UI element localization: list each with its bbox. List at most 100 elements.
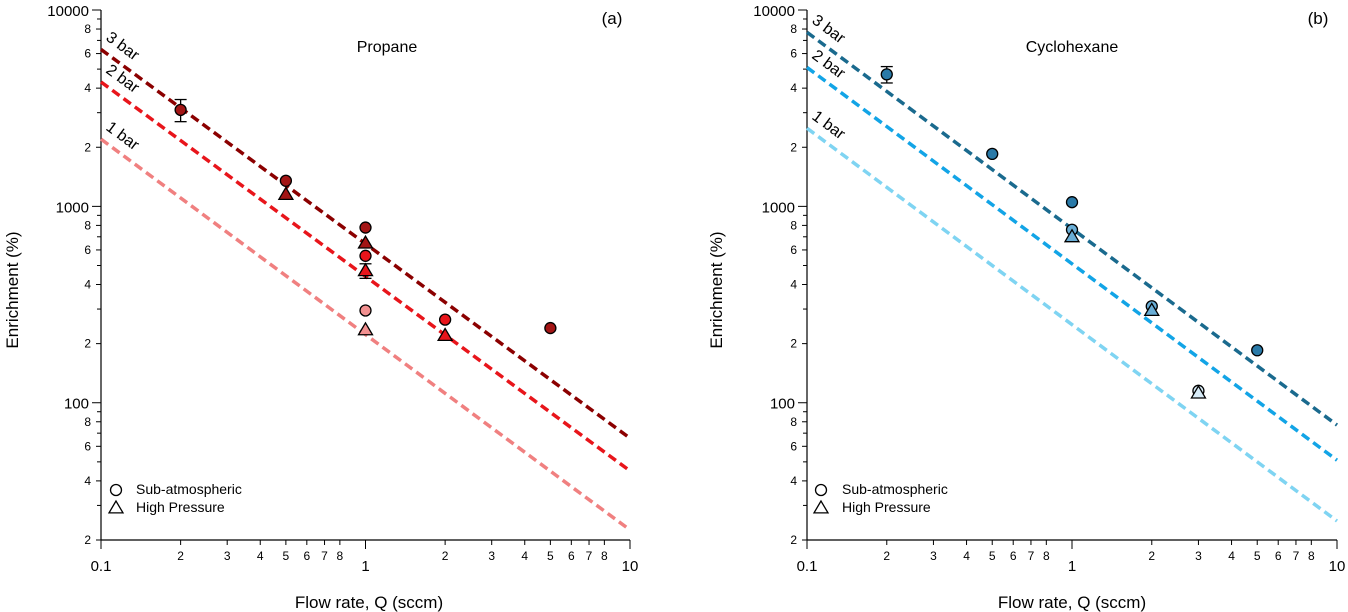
fit-line-label: 2 bar: [103, 62, 143, 98]
x-tick-label: 0.1: [797, 558, 818, 575]
y-minor-tick-label: 6: [790, 439, 797, 453]
y-minor-tick-label: 4: [84, 278, 91, 292]
x-minor-tick-label: 7: [1028, 549, 1035, 563]
data-point-triangle: [357, 321, 374, 336]
data-point-triangle: [1143, 302, 1160, 317]
y-minor-tick-label: 4: [790, 278, 797, 292]
y-minor-tick-label: 2: [84, 533, 91, 547]
x-minor-tick-label: 7: [586, 549, 593, 563]
y-minor-tick-label: 8: [790, 415, 797, 429]
x-minor-tick-label: 6: [568, 549, 575, 563]
plot-area: 0.1 1 102 3 4 5 6 7 8 2 3 4 5 6 7 810010001000024682468…: [753, 3, 1345, 575]
y-tick-label: 100: [64, 396, 89, 413]
x-minor-tick-label: 8: [1308, 549, 1315, 563]
x-minor-tick-label: 8: [1043, 549, 1050, 563]
x-minor-tick-label: 4: [963, 549, 970, 563]
data-point-circle: [1251, 344, 1264, 357]
x-minor-tick-label: 6: [1275, 549, 1282, 563]
x-minor-tick-label: 3: [224, 549, 231, 563]
data-point-circle: [359, 221, 372, 234]
y-minor-tick-label: 6: [84, 243, 91, 257]
y-minor-tick-label: 6: [790, 243, 797, 257]
x-minor-tick-label: 5: [547, 549, 554, 563]
y-minor-tick-label: 4: [84, 474, 91, 488]
data-point-triangle: [1190, 384, 1207, 399]
x-tick-label: 10: [622, 558, 639, 575]
y-minor-tick-label: 2: [790, 140, 797, 154]
x-minor-tick-label: 4: [257, 549, 264, 563]
y-minor-tick-label: 4: [790, 81, 797, 95]
x-minor-tick-label: 8: [601, 549, 608, 563]
data-point-triangle: [277, 186, 295, 201]
x-minor-tick-label: 3: [488, 549, 495, 563]
legend-label-high-pressure: High Pressure: [842, 499, 931, 515]
x-minor-tick-label: 3: [1195, 549, 1202, 563]
y-minor-tick-label: 6: [84, 47, 91, 61]
x-tick-label: 1: [361, 558, 369, 575]
panel-label: (b): [1308, 9, 1329, 28]
x-minor-tick-label: 7: [1293, 549, 1300, 563]
data-point-triangle: [357, 262, 374, 277]
x-axis-title: Flow rate, Q (sccm): [998, 593, 1146, 612]
x-minor-tick-label: 5: [1254, 549, 1261, 563]
legend-marker-circle: [109, 483, 123, 497]
x-minor-tick-label: 6: [303, 549, 310, 563]
y-minor-tick-label: 2: [84, 337, 91, 351]
x-minor-tick-label: 2: [1148, 549, 1155, 563]
fit-line-2-bar: [805, 66, 1339, 462]
fit-line-label: 2 bar: [809, 47, 849, 83]
chart-panel-propane: (a) Propane Flow rate, Q (sccm) Enrichme…: [3, 3, 638, 612]
x-minor-tick-label: 8: [337, 549, 344, 563]
x-tick-label: 10: [1329, 558, 1346, 575]
data-point-circle: [174, 103, 187, 117]
legend-marker-triangle: [812, 499, 830, 514]
data-point-triangle: [1063, 228, 1081, 243]
x-tick-label: 1: [1068, 558, 1076, 575]
y-tick-label: 1000: [762, 199, 795, 216]
y-minor-tick-label: 4: [84, 81, 91, 95]
x-minor-tick-label: 7: [321, 549, 328, 563]
legend-label-sub-atmospheric: Sub-atmospheric: [842, 481, 948, 497]
panel-label: (a): [602, 9, 623, 28]
x-minor-tick-label: 3: [930, 549, 937, 563]
legend-marker-triangle: [107, 499, 125, 514]
data-point-circle: [359, 304, 372, 317]
x-minor-tick-label: 2: [442, 549, 449, 563]
y-minor-tick-label: 4: [790, 474, 797, 488]
x-minor-tick-label: 4: [521, 549, 528, 563]
legend-label-sub-atmospheric: Sub-atmospheric: [136, 481, 242, 497]
data-point-circle: [359, 249, 372, 262]
y-tick-label: 10000: [753, 3, 795, 20]
y-minor-tick-label: 8: [84, 415, 91, 429]
data-point-circle: [279, 174, 293, 187]
y-tick-label: 100: [770, 396, 795, 413]
x-minor-tick-label: 2: [177, 549, 184, 563]
fit-line-1-bar: [805, 126, 1339, 523]
x-minor-tick-label: 4: [1228, 549, 1235, 563]
chart-panel-cyclohexane: (b) Cyclohexane Flow rate, Q (sccm) Enri…: [707, 3, 1345, 612]
y-tick-label: 1000: [56, 199, 89, 216]
x-minor-tick-label: 6: [1010, 549, 1017, 563]
y-minor-tick-label: 6: [84, 439, 91, 453]
plot-area: 0.1 1 102 3 4 5 6 7 8 2 3 4 5 6 7 810010001000024682468…: [47, 3, 638, 575]
y-minor-tick-label: 8: [84, 22, 91, 36]
x-minor-tick-label: 2: [883, 549, 890, 563]
chart-title: Cyclohexane: [1026, 39, 1119, 56]
y-axis-title: Enrichment (%): [3, 231, 22, 348]
fit-line-label: 1 bar: [103, 119, 143, 155]
data-point-triangle: [357, 234, 374, 249]
x-axis-title: Flow rate, Q (sccm): [295, 593, 443, 612]
y-tick-label: 10000: [47, 3, 89, 20]
y-minor-tick-label: 6: [790, 47, 797, 61]
y-minor-tick-label: 8: [790, 218, 797, 232]
y-minor-tick-label: 2: [790, 533, 797, 547]
x-tick-label: 0.1: [91, 558, 112, 575]
legend-marker-circle: [814, 483, 828, 497]
y-minor-tick-label: 2: [84, 140, 91, 154]
y-axis-title: Enrichment (%): [707, 231, 726, 348]
data-point-circle: [986, 147, 999, 161]
chart-title: Propane: [357, 39, 418, 56]
y-minor-tick-label: 8: [84, 218, 91, 232]
data-point-circle: [438, 313, 452, 326]
